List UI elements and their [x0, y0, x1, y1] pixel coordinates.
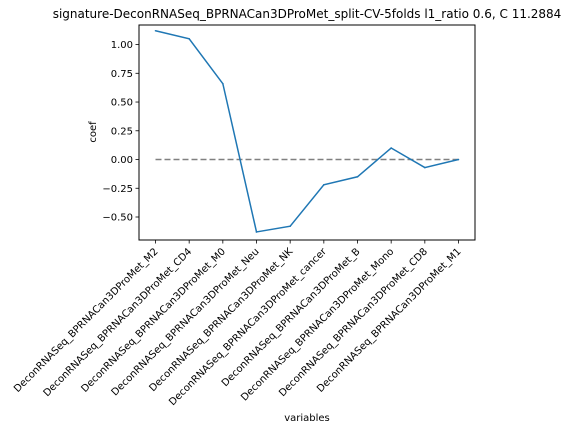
x-axis-label: variables — [284, 413, 330, 424]
data-point-1 — [188, 37, 190, 40]
plot-frame — [138, 24, 476, 241]
y-tick-label: 0.75 — [111, 69, 133, 80]
data-point-4 — [289, 225, 291, 228]
data-point-9 — [457, 158, 460, 161]
y-tick-label: 1.00 — [111, 40, 133, 51]
y-tick-label: 0.00 — [111, 155, 133, 166]
data-point-0 — [154, 29, 157, 32]
y-axis: −0.50 −0.25 0.00 0.25 0.50 0.75 1.00 — [102, 40, 139, 224]
x-axis: DeconRNASeq_BPRNACan3DProMet_M2DeconRNAS… — [12, 240, 464, 408]
data-point-7 — [390, 147, 392, 149]
y-tick-label: 0.50 — [111, 98, 133, 109]
data-point-3 — [255, 231, 258, 233]
coef-series-line — [155, 30, 459, 233]
data-point-5 — [323, 184, 325, 186]
plot-area — [154, 29, 460, 233]
y-tick-label: 0.25 — [111, 126, 133, 137]
x-tick-label: DeconRNASeq_BPRNACan3DProMet_cancer — [167, 246, 329, 408]
y-tick-label: −0.50 — [102, 213, 133, 224]
data-point-6 — [356, 175, 359, 178]
data-point-8 — [424, 166, 426, 169]
y-axis-label: coef — [88, 121, 99, 143]
chart-title: signature-DeconRNASeq_BPRNACan3DProMet_s… — [53, 7, 562, 21]
data-point-2 — [222, 82, 224, 85]
y-tick-label: −0.25 — [102, 184, 133, 195]
